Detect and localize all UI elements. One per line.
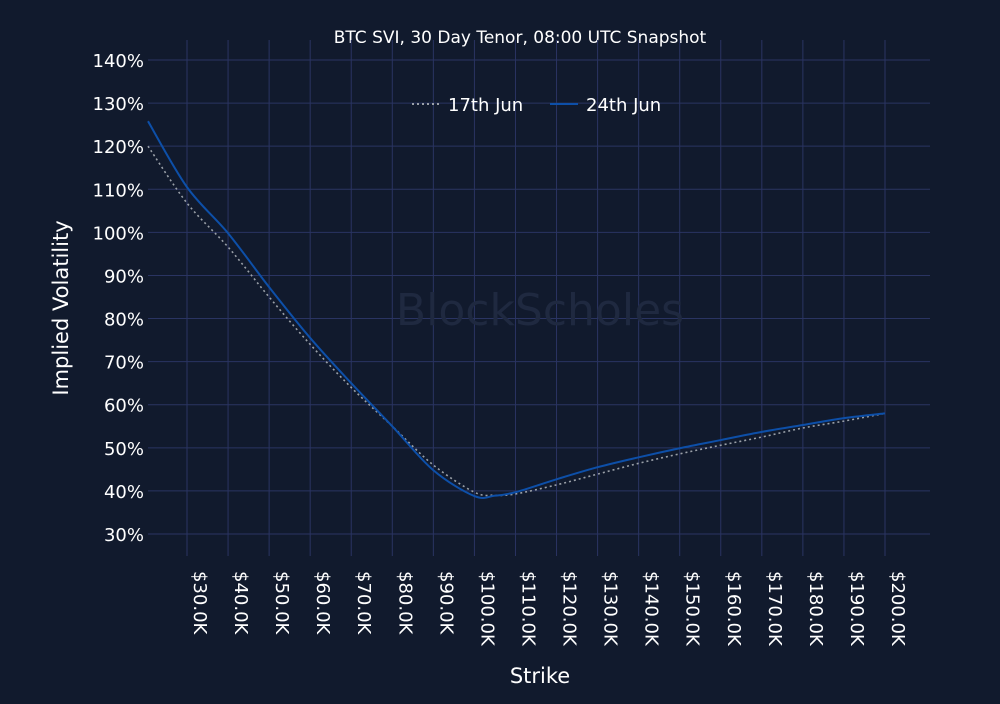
y-tick-label: 100%	[93, 223, 144, 244]
x-tick-label: $140.0K	[641, 571, 662, 647]
x-tick-label: $180.0K	[805, 571, 826, 647]
series-lines	[147, 120, 886, 499]
x-tick-label: $170.0K	[764, 571, 785, 647]
y-tick-label: 50%	[104, 439, 144, 460]
y-axis-ticks: 30% 40% 50% 60% 70% 80% 90% 100% 110% 120% 130% 140…	[93, 51, 144, 546]
y-tick-label: 120%	[93, 137, 144, 158]
x-tick-label: $60.0K	[312, 571, 333, 636]
x-tick-label: $80.0K	[394, 571, 415, 636]
x-tick-label: $150.0K	[682, 571, 703, 647]
y-tick-label: 30%	[104, 525, 144, 546]
y-tick-label: 80%	[104, 310, 144, 331]
legend-label: 17th Jun	[448, 95, 523, 116]
x-axis-ticks: $30.0K $40.0K $50.0K $60.0K $70.0K $80.0K $90.…	[189, 571, 908, 647]
x-tick-label: $30.0K	[189, 571, 210, 636]
x-axis-label: Strike	[510, 664, 570, 688]
x-tick-label: $70.0K	[353, 571, 374, 636]
x-tick-label: $50.0K	[271, 571, 292, 636]
series-line-1	[147, 120, 886, 499]
y-tick-label: 60%	[104, 396, 144, 417]
y-tick-label: 70%	[104, 353, 144, 374]
chart-title: BTC SVI, 30 Day Tenor, 08:00 UTC Snapsho…	[334, 28, 707, 48]
grid	[148, 40, 930, 556]
y-tick-label: 140%	[93, 51, 144, 72]
x-tick-label: $90.0K	[435, 571, 456, 636]
x-tick-label: $160.0K	[723, 571, 744, 647]
x-tick-label: $200.0K	[887, 571, 908, 647]
y-axis-label: Implied Volatility	[49, 220, 73, 395]
x-tick-label: $110.0K	[517, 571, 538, 647]
legend-label: 24th Jun	[586, 95, 661, 116]
x-tick-label: $190.0K	[846, 571, 867, 647]
x-tick-label: $120.0K	[559, 571, 580, 647]
x-tick-label: $130.0K	[600, 571, 621, 647]
y-tick-label: 40%	[104, 482, 144, 503]
x-tick-label: $100.0K	[476, 571, 497, 647]
x-tick-label: $40.0K	[230, 571, 251, 636]
legend: 17th Jun 24th Jun	[412, 95, 661, 116]
watermark: BlockScholes	[396, 285, 684, 336]
y-tick-label: 90%	[104, 266, 144, 287]
y-tick-label: 110%	[93, 180, 144, 201]
y-tick-label: 130%	[93, 94, 144, 115]
